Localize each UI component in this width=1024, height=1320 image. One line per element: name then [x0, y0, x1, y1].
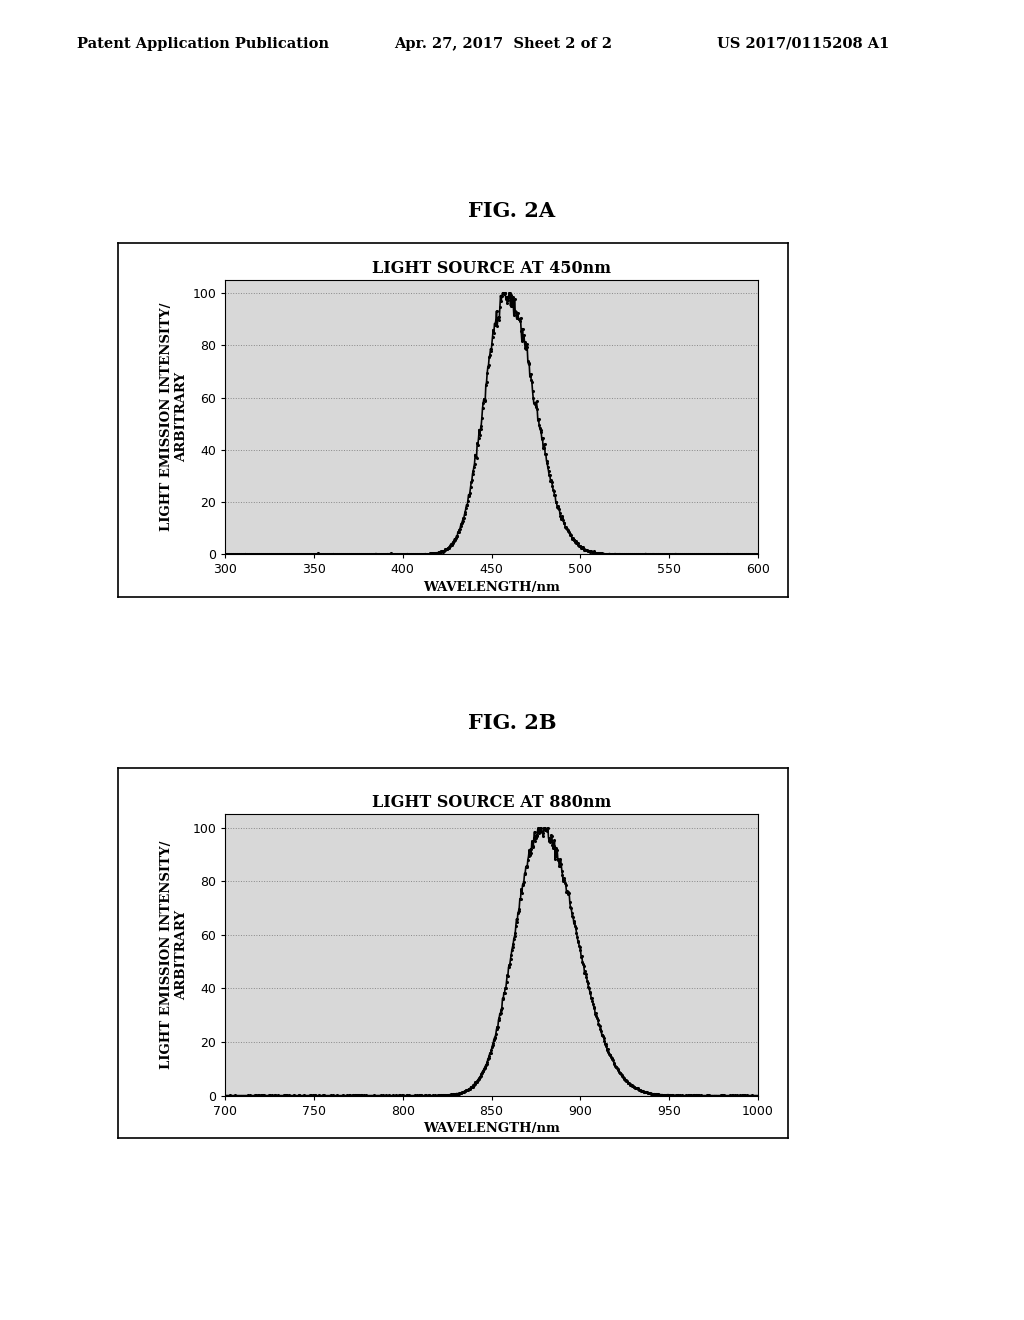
X-axis label: WAVELENGTH/nm: WAVELENGTH/nm: [423, 1122, 560, 1135]
Text: US 2017/0115208 A1: US 2017/0115208 A1: [717, 37, 889, 51]
Title: LIGHT SOURCE AT 880nm: LIGHT SOURCE AT 880nm: [372, 795, 611, 812]
Y-axis label: LIGHT EMISSION INTENSITY/
ARBITRARY: LIGHT EMISSION INTENSITY/ ARBITRARY: [160, 302, 188, 532]
Y-axis label: LIGHT EMISSION INTENSITY/
ARBITRARY: LIGHT EMISSION INTENSITY/ ARBITRARY: [160, 841, 188, 1069]
Title: LIGHT SOURCE AT 450nm: LIGHT SOURCE AT 450nm: [372, 260, 611, 277]
Text: Patent Application Publication: Patent Application Publication: [77, 37, 329, 51]
Text: FIG. 2A: FIG. 2A: [468, 201, 556, 222]
Text: FIG. 2B: FIG. 2B: [468, 713, 556, 734]
Text: Apr. 27, 2017  Sheet 2 of 2: Apr. 27, 2017 Sheet 2 of 2: [394, 37, 612, 51]
X-axis label: WAVELENGTH/nm: WAVELENGTH/nm: [423, 581, 560, 594]
